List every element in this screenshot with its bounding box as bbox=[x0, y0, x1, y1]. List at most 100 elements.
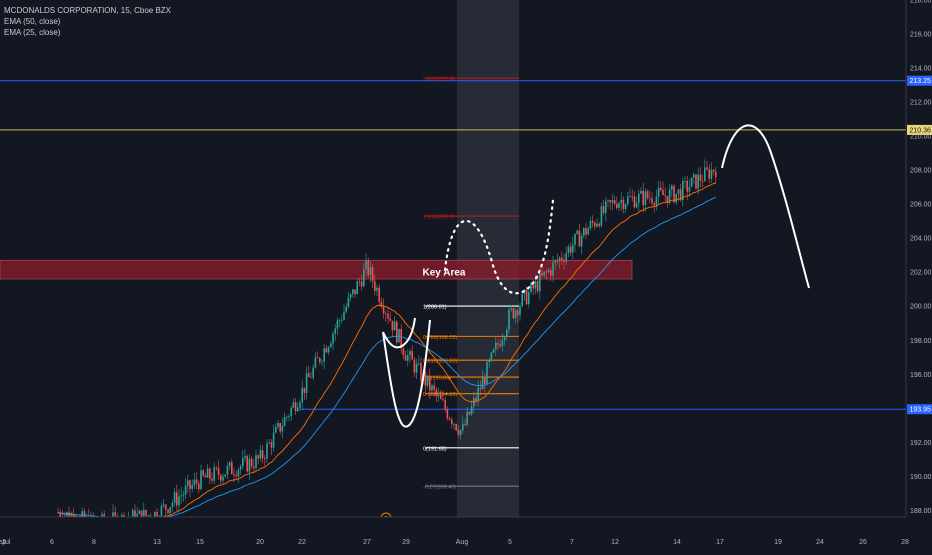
candle-body-261 bbox=[631, 196, 633, 198]
price-tick-label-15: 218.00 bbox=[910, 0, 932, 4]
candle-body-137 bbox=[358, 281, 361, 283]
candle-body-176 bbox=[444, 400, 446, 410]
candle-body-262 bbox=[633, 196, 636, 208]
candle-body-146 bbox=[378, 287, 380, 302]
candle-body-136 bbox=[356, 281, 358, 295]
candle-body-248 bbox=[602, 206, 605, 213]
ema25-line bbox=[57, 182, 716, 522]
candle-body-112 bbox=[303, 387, 306, 393]
candle-body-256 bbox=[620, 199, 622, 204]
candle-body-291 bbox=[697, 174, 699, 189]
candle-body-270 bbox=[651, 198, 653, 204]
candle-body-183 bbox=[459, 430, 462, 435]
candle-body-251 bbox=[609, 200, 611, 203]
candle-body-252 bbox=[611, 200, 614, 203]
candle-body-58 bbox=[184, 485, 187, 495]
candle-body-37 bbox=[138, 510, 141, 515]
candle-body-150 bbox=[387, 313, 389, 319]
candle-body-187 bbox=[468, 411, 471, 415]
candle-body-173 bbox=[437, 394, 440, 396]
candle-body-143 bbox=[371, 267, 374, 282]
candle-body-140 bbox=[365, 260, 367, 270]
candle-body-59 bbox=[187, 480, 189, 486]
candle-body-151 bbox=[389, 318, 391, 321]
candle-body-119 bbox=[319, 358, 321, 363]
candle-body-269 bbox=[649, 197, 651, 199]
level-price-tag-label-1: 210.36 bbox=[910, 127, 932, 134]
candle-body-196 bbox=[488, 360, 490, 362]
time-tick-label-18: 28 bbox=[901, 539, 909, 546]
candle-body-298 bbox=[712, 169, 715, 172]
candle-body-61 bbox=[191, 484, 193, 489]
candle-body-131 bbox=[345, 306, 347, 312]
price-tick-label-6: 200.00 bbox=[910, 304, 932, 311]
candle-body-113 bbox=[305, 373, 308, 393]
price-tick-label-10: 208.00 bbox=[910, 168, 932, 175]
candle-body-242 bbox=[589, 221, 592, 229]
candle-body-1 bbox=[59, 512, 61, 518]
candle-body-96 bbox=[268, 442, 270, 444]
time-tick-label-0: Jul bbox=[2, 539, 11, 546]
projection-dip-and-rally bbox=[382, 319, 431, 428]
time-tick-label-19: Sep bbox=[0, 539, 6, 546]
candle-body-220 bbox=[541, 273, 543, 276]
time-tick-label-5: 20 bbox=[256, 539, 264, 546]
candle-body-73 bbox=[217, 468, 220, 476]
ema50-label[interactable]: EMA (50, close) bbox=[4, 17, 61, 26]
candle-body-293 bbox=[701, 180, 704, 182]
candle-body-250 bbox=[607, 200, 609, 202]
candle-body-228 bbox=[558, 257, 561, 262]
candle-body-54 bbox=[176, 492, 178, 506]
candle-body-268 bbox=[646, 191, 649, 198]
candle-body-116 bbox=[312, 367, 314, 378]
candle-body-130 bbox=[343, 311, 345, 320]
candle-body-188 bbox=[470, 406, 473, 415]
candle-body-79 bbox=[231, 462, 233, 475]
candle-body-283 bbox=[679, 189, 682, 200]
candle-body-70 bbox=[211, 478, 213, 481]
candle-body-84 bbox=[242, 458, 244, 467]
price-tick-label-12: 212.00 bbox=[910, 100, 932, 107]
candle-body-215 bbox=[530, 283, 532, 293]
candle-body-102 bbox=[281, 425, 284, 432]
ema25-label[interactable]: EMA (25, close) bbox=[4, 28, 61, 37]
candle-body-49 bbox=[165, 504, 167, 510]
candle-body-245 bbox=[596, 223, 598, 227]
time-tick-label-10: 5 bbox=[508, 539, 512, 546]
candle-body-163 bbox=[415, 363, 418, 373]
candle-body-178 bbox=[448, 418, 451, 420]
candle-body-193 bbox=[481, 377, 484, 390]
candle-body-280 bbox=[673, 185, 675, 203]
candle-body-273 bbox=[657, 187, 660, 197]
candle-body-282 bbox=[677, 189, 680, 194]
candle-body-207 bbox=[512, 308, 515, 318]
candle-body-177 bbox=[446, 409, 449, 419]
candle-body-238 bbox=[580, 235, 583, 247]
candle-body-94 bbox=[264, 458, 266, 460]
symbol-title[interactable]: MCDONALDS CORPORATION, 15, Cboe BZX bbox=[4, 6, 171, 15]
candle-body-159 bbox=[407, 355, 409, 361]
level-price-tag-0 bbox=[907, 75, 932, 86]
candle-body-109 bbox=[297, 407, 299, 412]
candle-body-274 bbox=[660, 187, 662, 190]
candle-body-202 bbox=[501, 340, 504, 347]
candle-body-135 bbox=[354, 289, 356, 295]
candle-body-117 bbox=[314, 357, 317, 368]
time-tick-label-7: 27 bbox=[363, 539, 371, 546]
candle-body-204 bbox=[506, 329, 508, 338]
candle-body-172 bbox=[435, 389, 438, 396]
time-tick-label-8: 29 bbox=[402, 539, 410, 546]
candle-body-214 bbox=[528, 292, 530, 305]
candle-body-199 bbox=[495, 343, 497, 350]
candle-body-179 bbox=[451, 419, 453, 425]
candle-body-258 bbox=[624, 204, 627, 210]
candle-body-64 bbox=[198, 483, 200, 490]
candle-body-141 bbox=[367, 260, 369, 275]
candle-body-147 bbox=[380, 301, 383, 307]
price-tick-label-2: 192.00 bbox=[910, 440, 932, 447]
candle-body-206 bbox=[510, 308, 512, 310]
candle-body-63 bbox=[195, 479, 198, 484]
candle-body-217 bbox=[534, 281, 537, 289]
